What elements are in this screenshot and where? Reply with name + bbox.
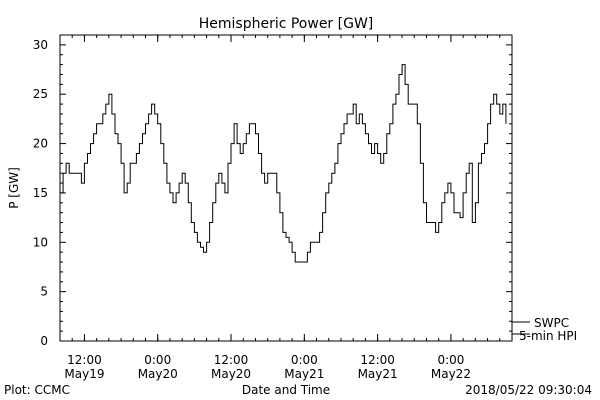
x-tick-date-label: May21 (284, 367, 324, 381)
y-tick-label: 10 (33, 235, 48, 249)
x-tick-date-label: May20 (211, 367, 251, 381)
x-tick-date-label: May19 (64, 367, 104, 381)
x-axis-label: Date and Time (242, 383, 330, 397)
x-tick-time-label: 0:00 (437, 353, 464, 367)
chart-title: Hemispheric Power [GW] (199, 16, 374, 32)
x-tick-time-label: 0:00 (144, 353, 171, 367)
legend: SWPC 5-min HPI (512, 316, 577, 343)
x-tick-time-label: 12:00 (360, 353, 395, 367)
plot-credit: Plot: CCMC (4, 383, 70, 397)
x-tick-date-label: May20 (138, 367, 178, 381)
y-axis: 0 5 10 15 20 25 30 (33, 34, 512, 348)
series-swpc-line (60, 64, 507, 263)
plot-frame (59, 34, 513, 342)
y-tick-label: 0 (40, 334, 48, 348)
legend-hpi-label: 5-min HPI (519, 329, 577, 343)
y-tick-label: 20 (33, 137, 48, 151)
x-tick-date-label: May22 (431, 367, 471, 381)
x-tick-time-label: 12:00 (67, 353, 102, 367)
y-tick-label: 15 (33, 186, 48, 200)
legend-swpc-label: SWPC (534, 316, 569, 330)
y-tick-label: 5 (40, 285, 48, 299)
y-tick-label: 30 (33, 38, 48, 52)
plot-timestamp: 2018/05/22 09:30:04 (465, 383, 592, 397)
x-tick-time-label: 12:00 (214, 353, 249, 367)
y-axis-label: P [GW] (7, 167, 21, 209)
x-tick-date-label: May21 (358, 367, 398, 381)
y-tick-label: 25 (33, 87, 48, 101)
x-tick-time-label: 0:00 (291, 353, 318, 367)
x-axis: 12:00May190:00May2012:00May200:00May2112… (59, 35, 513, 381)
